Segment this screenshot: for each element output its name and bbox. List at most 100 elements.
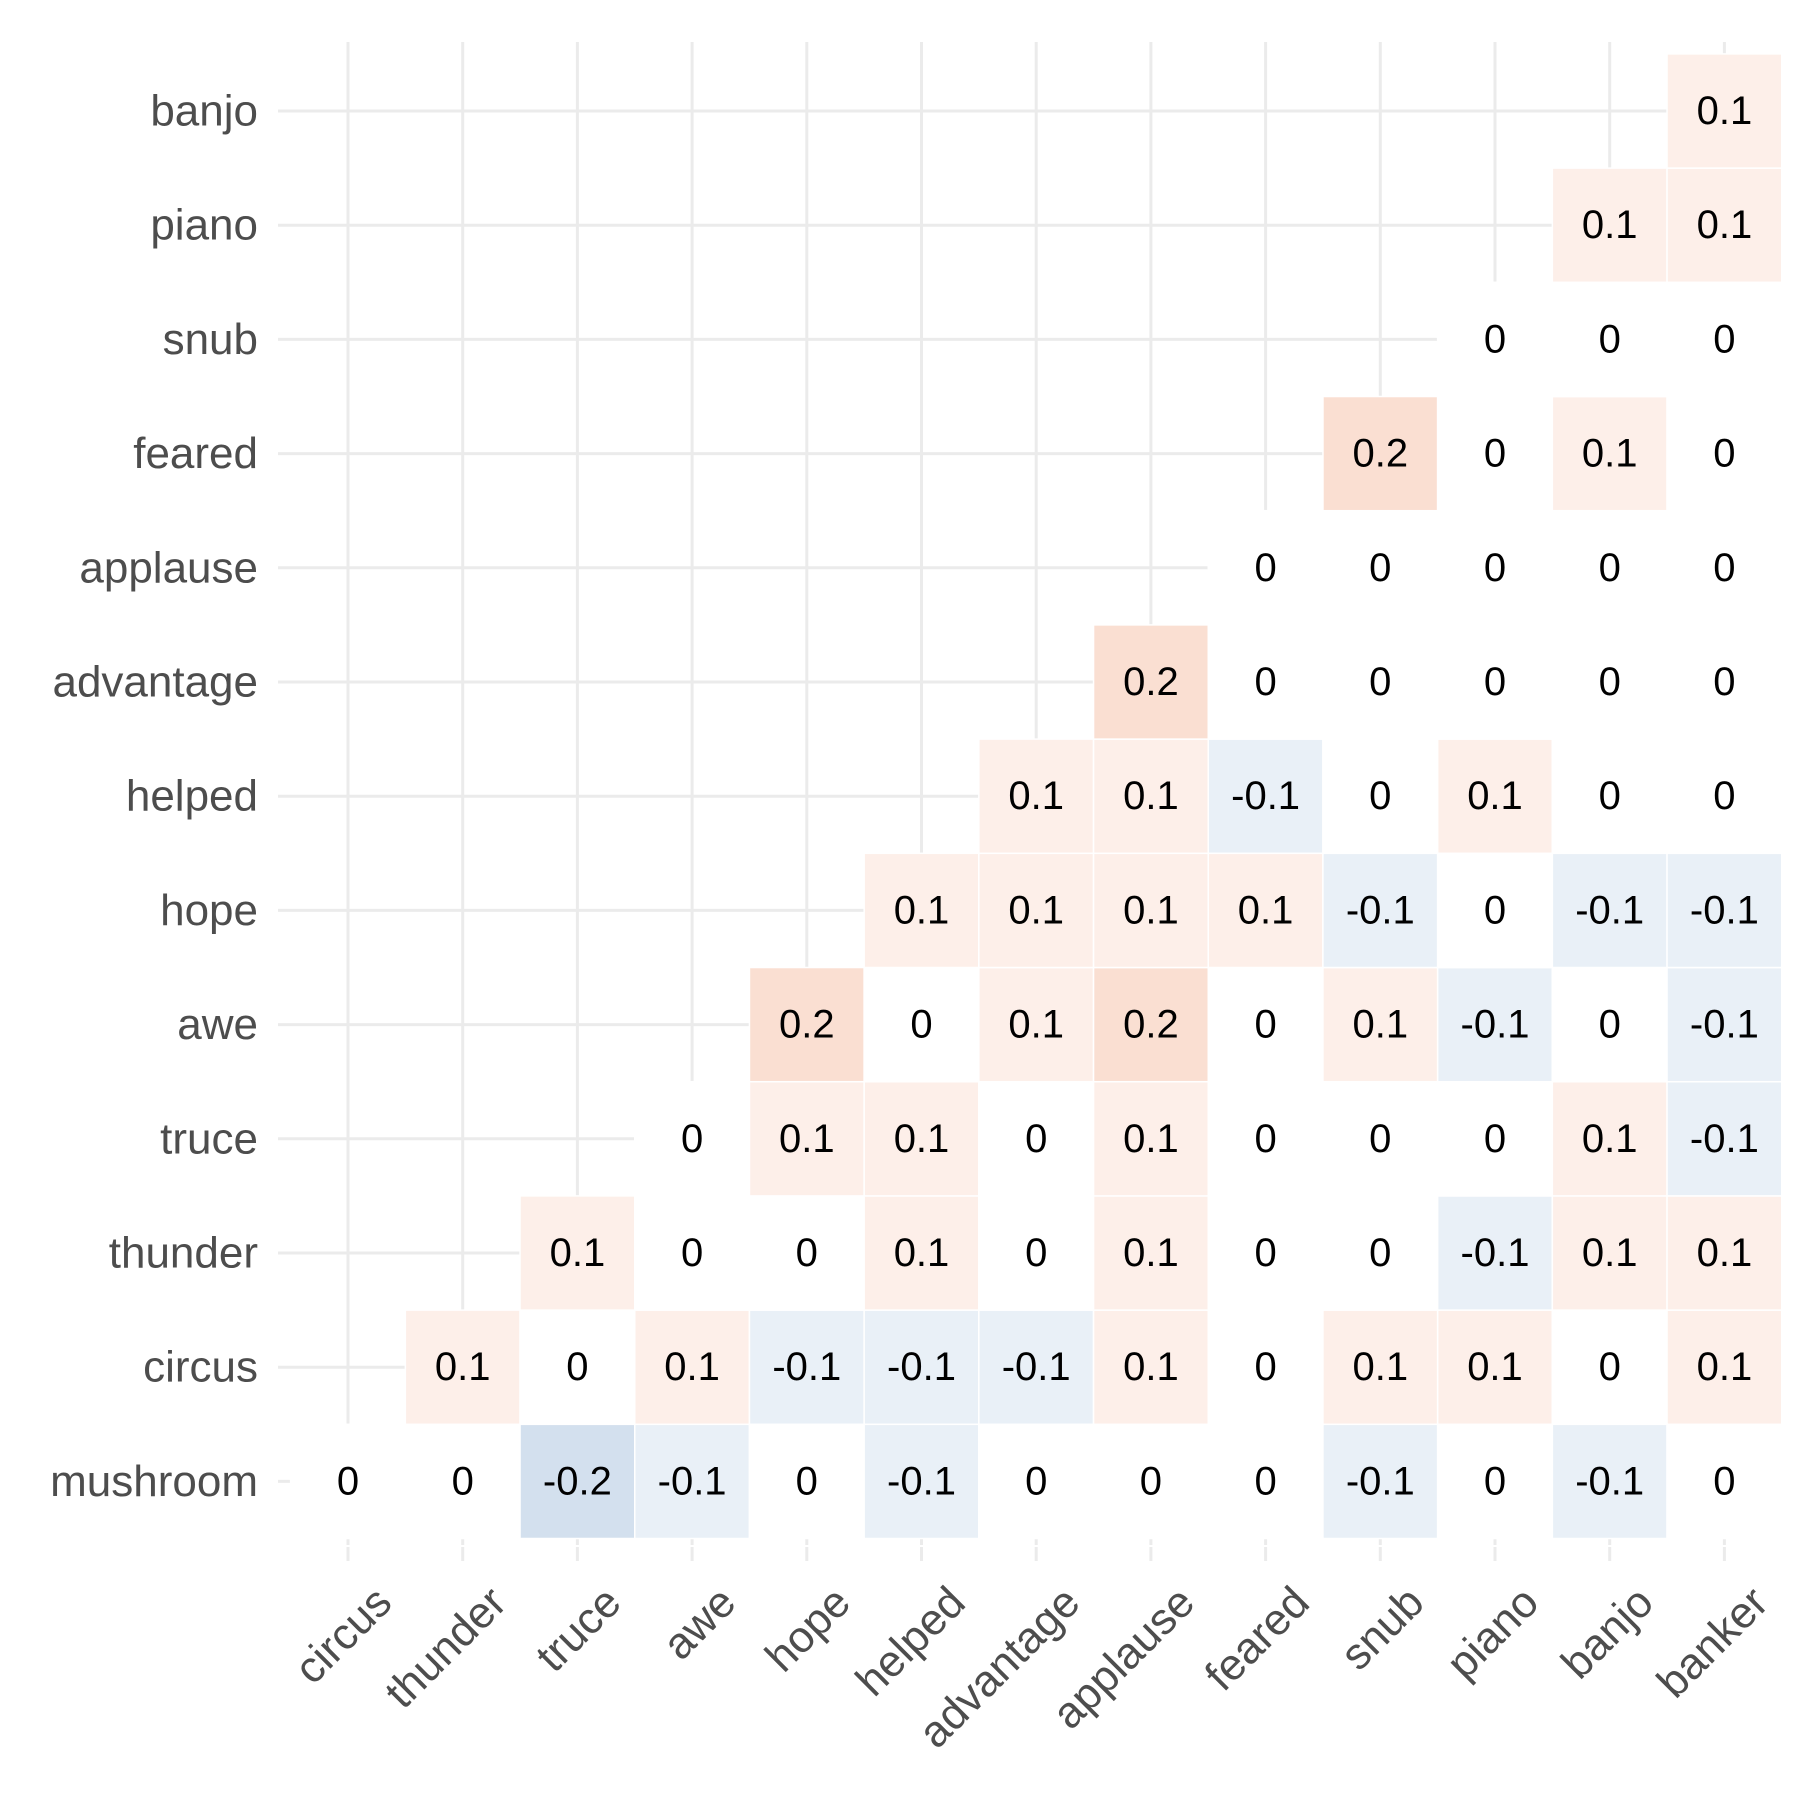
tile-helped-snub <box>1322 738 1439 855</box>
tile-hope-advantage <box>978 852 1095 969</box>
tile-awe-feared <box>1207 966 1324 1083</box>
heatmap-tiles <box>289 53 1783 1540</box>
value-label-awe-banjo: 0 <box>1599 1003 1621 1047</box>
value-label-applause-banker: 0 <box>1713 546 1735 590</box>
value-label-mushroom-circus: 0 <box>337 1459 359 1503</box>
value-label-awe-feared: 0 <box>1254 1003 1276 1047</box>
value-label-hope-feared: 0.1 <box>1238 888 1294 932</box>
value-label-circus-snub: 0.1 <box>1352 1345 1408 1389</box>
value-label-truce-banjo: 0.1 <box>1582 1117 1638 1161</box>
value-label-thunder-piano: -0.1 <box>1461 1231 1530 1275</box>
tile-thunder-snub <box>1322 1195 1439 1311</box>
tile-truce-advantage <box>978 1080 1095 1197</box>
tile-helped-applause <box>1092 738 1210 855</box>
tile-truce-banker <box>1666 1080 1783 1197</box>
y-tick-label-circus: circus <box>143 1343 258 1392</box>
tile-circus-thunder <box>404 1309 521 1426</box>
value-label-awe-helped: 0 <box>910 1003 932 1047</box>
value-label-applause-banjo: 0 <box>1599 546 1621 590</box>
value-label-helped-applause: 0.1 <box>1123 774 1179 818</box>
value-label-hope-advantage: 0.1 <box>1008 888 1064 932</box>
value-label-helped-banker: 0 <box>1713 774 1735 818</box>
tile-mushroom-banjo <box>1551 1423 1668 1540</box>
value-label-piano-banjo: 0.1 <box>1582 203 1638 247</box>
y-tick-label-advantage: advantage <box>52 658 258 707</box>
tile-thunder-awe <box>634 1195 751 1311</box>
value-label-circus-helped: -0.1 <box>887 1345 956 1389</box>
value-label-thunder-banjo: 0.1 <box>1582 1231 1638 1275</box>
y-tick-label-piano: piano <box>150 201 258 250</box>
value-label-feared-piano: 0 <box>1484 432 1506 476</box>
tile-mushroom-piano <box>1436 1423 1554 1540</box>
tile-circus-awe <box>634 1309 751 1426</box>
tile-applause-banjo <box>1551 509 1668 626</box>
value-label-applause-piano: 0 <box>1484 546 1506 590</box>
tile-mushroom-snub <box>1322 1423 1439 1540</box>
tile-circus-advantage <box>978 1309 1095 1426</box>
value-label-helped-piano: 0.1 <box>1467 774 1523 818</box>
x-tick-label-feared: feared <box>1196 1577 1319 1700</box>
value-label-mushroom-hope: 0 <box>796 1459 818 1503</box>
tile-mushroom-awe <box>634 1423 751 1540</box>
value-label-snub-piano: 0 <box>1484 317 1506 361</box>
value-label-feared-banker: 0 <box>1713 432 1735 476</box>
value-label-mushroom-snub: -0.1 <box>1346 1459 1415 1503</box>
tile-truce-awe <box>634 1080 751 1197</box>
tile-advantage-banjo <box>1551 624 1668 740</box>
value-label-feared-snub: 0.2 <box>1352 432 1408 476</box>
value-label-thunder-feared: 0 <box>1254 1231 1276 1275</box>
value-label-thunder-applause: 0.1 <box>1123 1231 1179 1275</box>
value-label-hope-banker: -0.1 <box>1690 888 1759 932</box>
value-label-circus-hope: -0.1 <box>772 1345 841 1389</box>
tile-hope-feared <box>1207 852 1324 969</box>
tile-advantage-piano <box>1436 624 1554 740</box>
value-label-circus-thunder: 0.1 <box>435 1345 491 1389</box>
tile-helped-banker <box>1666 738 1783 855</box>
value-label-circus-advantage: -0.1 <box>1002 1345 1071 1389</box>
value-label-truce-applause: 0.1 <box>1123 1117 1179 1161</box>
value-label-mushroom-piano: 0 <box>1484 1459 1506 1503</box>
value-label-truce-advantage: 0 <box>1025 1117 1047 1161</box>
tile-snub-banker <box>1666 281 1783 398</box>
tile-mushroom-applause <box>1092 1423 1210 1540</box>
value-label-advantage-banjo: 0 <box>1599 660 1621 704</box>
x-tick-label-piano: piano <box>1437 1577 1548 1688</box>
tile-circus-banker <box>1666 1309 1783 1426</box>
tile-awe-applause <box>1092 966 1210 1083</box>
value-label-thunder-helped: 0.1 <box>894 1231 950 1275</box>
tile-helped-advantage <box>978 738 1095 855</box>
y-tick-label-thunder: thunder <box>109 1229 258 1278</box>
tile-mushroom-advantage <box>978 1423 1095 1540</box>
value-label-advantage-snub: 0 <box>1369 660 1391 704</box>
tile-truce-helped <box>863 1080 980 1197</box>
value-label-feared-banjo: 0.1 <box>1582 432 1638 476</box>
y-tick-label-feared: feared <box>133 429 258 478</box>
value-label-truce-hope: 0.1 <box>779 1117 835 1161</box>
value-label-helped-banjo: 0 <box>1599 774 1621 818</box>
value-label-mushroom-applause: 0 <box>1140 1459 1162 1503</box>
x-tick-label-truce: truce <box>527 1577 631 1681</box>
value-label-banjo-banker: 0.1 <box>1697 89 1753 133</box>
value-label-hope-snub: -0.1 <box>1346 888 1415 932</box>
tile-truce-piano <box>1436 1080 1554 1197</box>
value-label-mushroom-helped: -0.1 <box>887 1459 956 1503</box>
x-tick-label-hope: hope <box>756 1577 860 1681</box>
tile-hope-snub <box>1322 852 1439 969</box>
tile-piano-banjo <box>1551 167 1668 284</box>
value-label-circus-truce: 0 <box>566 1345 588 1389</box>
value-label-truce-banker: -0.1 <box>1690 1117 1759 1161</box>
tile-awe-hope <box>748 966 865 1083</box>
value-label-applause-snub: 0 <box>1369 546 1391 590</box>
value-label-snub-banker: 0 <box>1713 317 1735 361</box>
y-tick-label-awe: awe <box>177 1000 258 1049</box>
value-label-thunder-banker: 0.1 <box>1697 1231 1753 1275</box>
tile-banjo-banker <box>1666 53 1783 169</box>
value-label-helped-snub: 0 <box>1369 774 1391 818</box>
value-label-mushroom-advantage: 0 <box>1025 1459 1047 1503</box>
tile-hope-applause <box>1092 852 1210 969</box>
value-label-mushroom-feared: 0 <box>1254 1459 1276 1503</box>
tile-truce-banjo <box>1551 1080 1668 1197</box>
value-label-mushroom-banjo: -0.1 <box>1575 1459 1644 1503</box>
